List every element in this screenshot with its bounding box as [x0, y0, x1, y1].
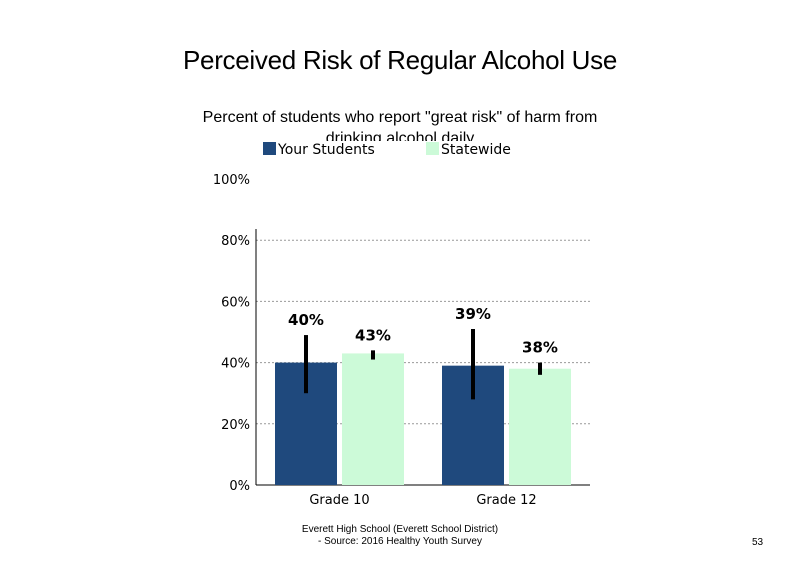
legend-label: Statewide — [441, 142, 511, 158]
data-label: 38% — [522, 339, 558, 357]
footer-school: Everett High School (Everett School Dist… — [301, 524, 499, 535]
chart-title: Perceived Risk of Regular Alcohol Use — [183, 45, 617, 75]
y-tick-label: 0% — [229, 479, 250, 494]
footer-source: Everett High School (Everett School Dist… — [280, 524, 520, 548]
data-label: 39% — [455, 305, 491, 323]
y-tick-label: 80% — [221, 234, 250, 249]
footer-survey: - Source: 2016 Healthy Youth Survey — [318, 536, 482, 547]
legend-swatch — [426, 142, 439, 155]
x-tick-label: Grade 12 — [476, 493, 536, 508]
page-number: 53 — [752, 537, 764, 548]
bar — [509, 368, 571, 485]
bar — [342, 353, 404, 485]
legend-swatch — [263, 142, 276, 155]
x-tick-label: Grade 10 — [309, 493, 369, 508]
data-label: 40% — [288, 311, 324, 329]
data-label: 43% — [355, 326, 391, 344]
y-tick-label: 40% — [221, 357, 250, 372]
y-tick-label: 20% — [221, 418, 250, 433]
legend-label: Your Students — [277, 142, 375, 158]
y-tick-label: 60% — [221, 295, 250, 310]
chart-subtitle: Percent of students who report "great ri… — [202, 109, 598, 141]
y-tick-label: 100% — [213, 173, 250, 188]
